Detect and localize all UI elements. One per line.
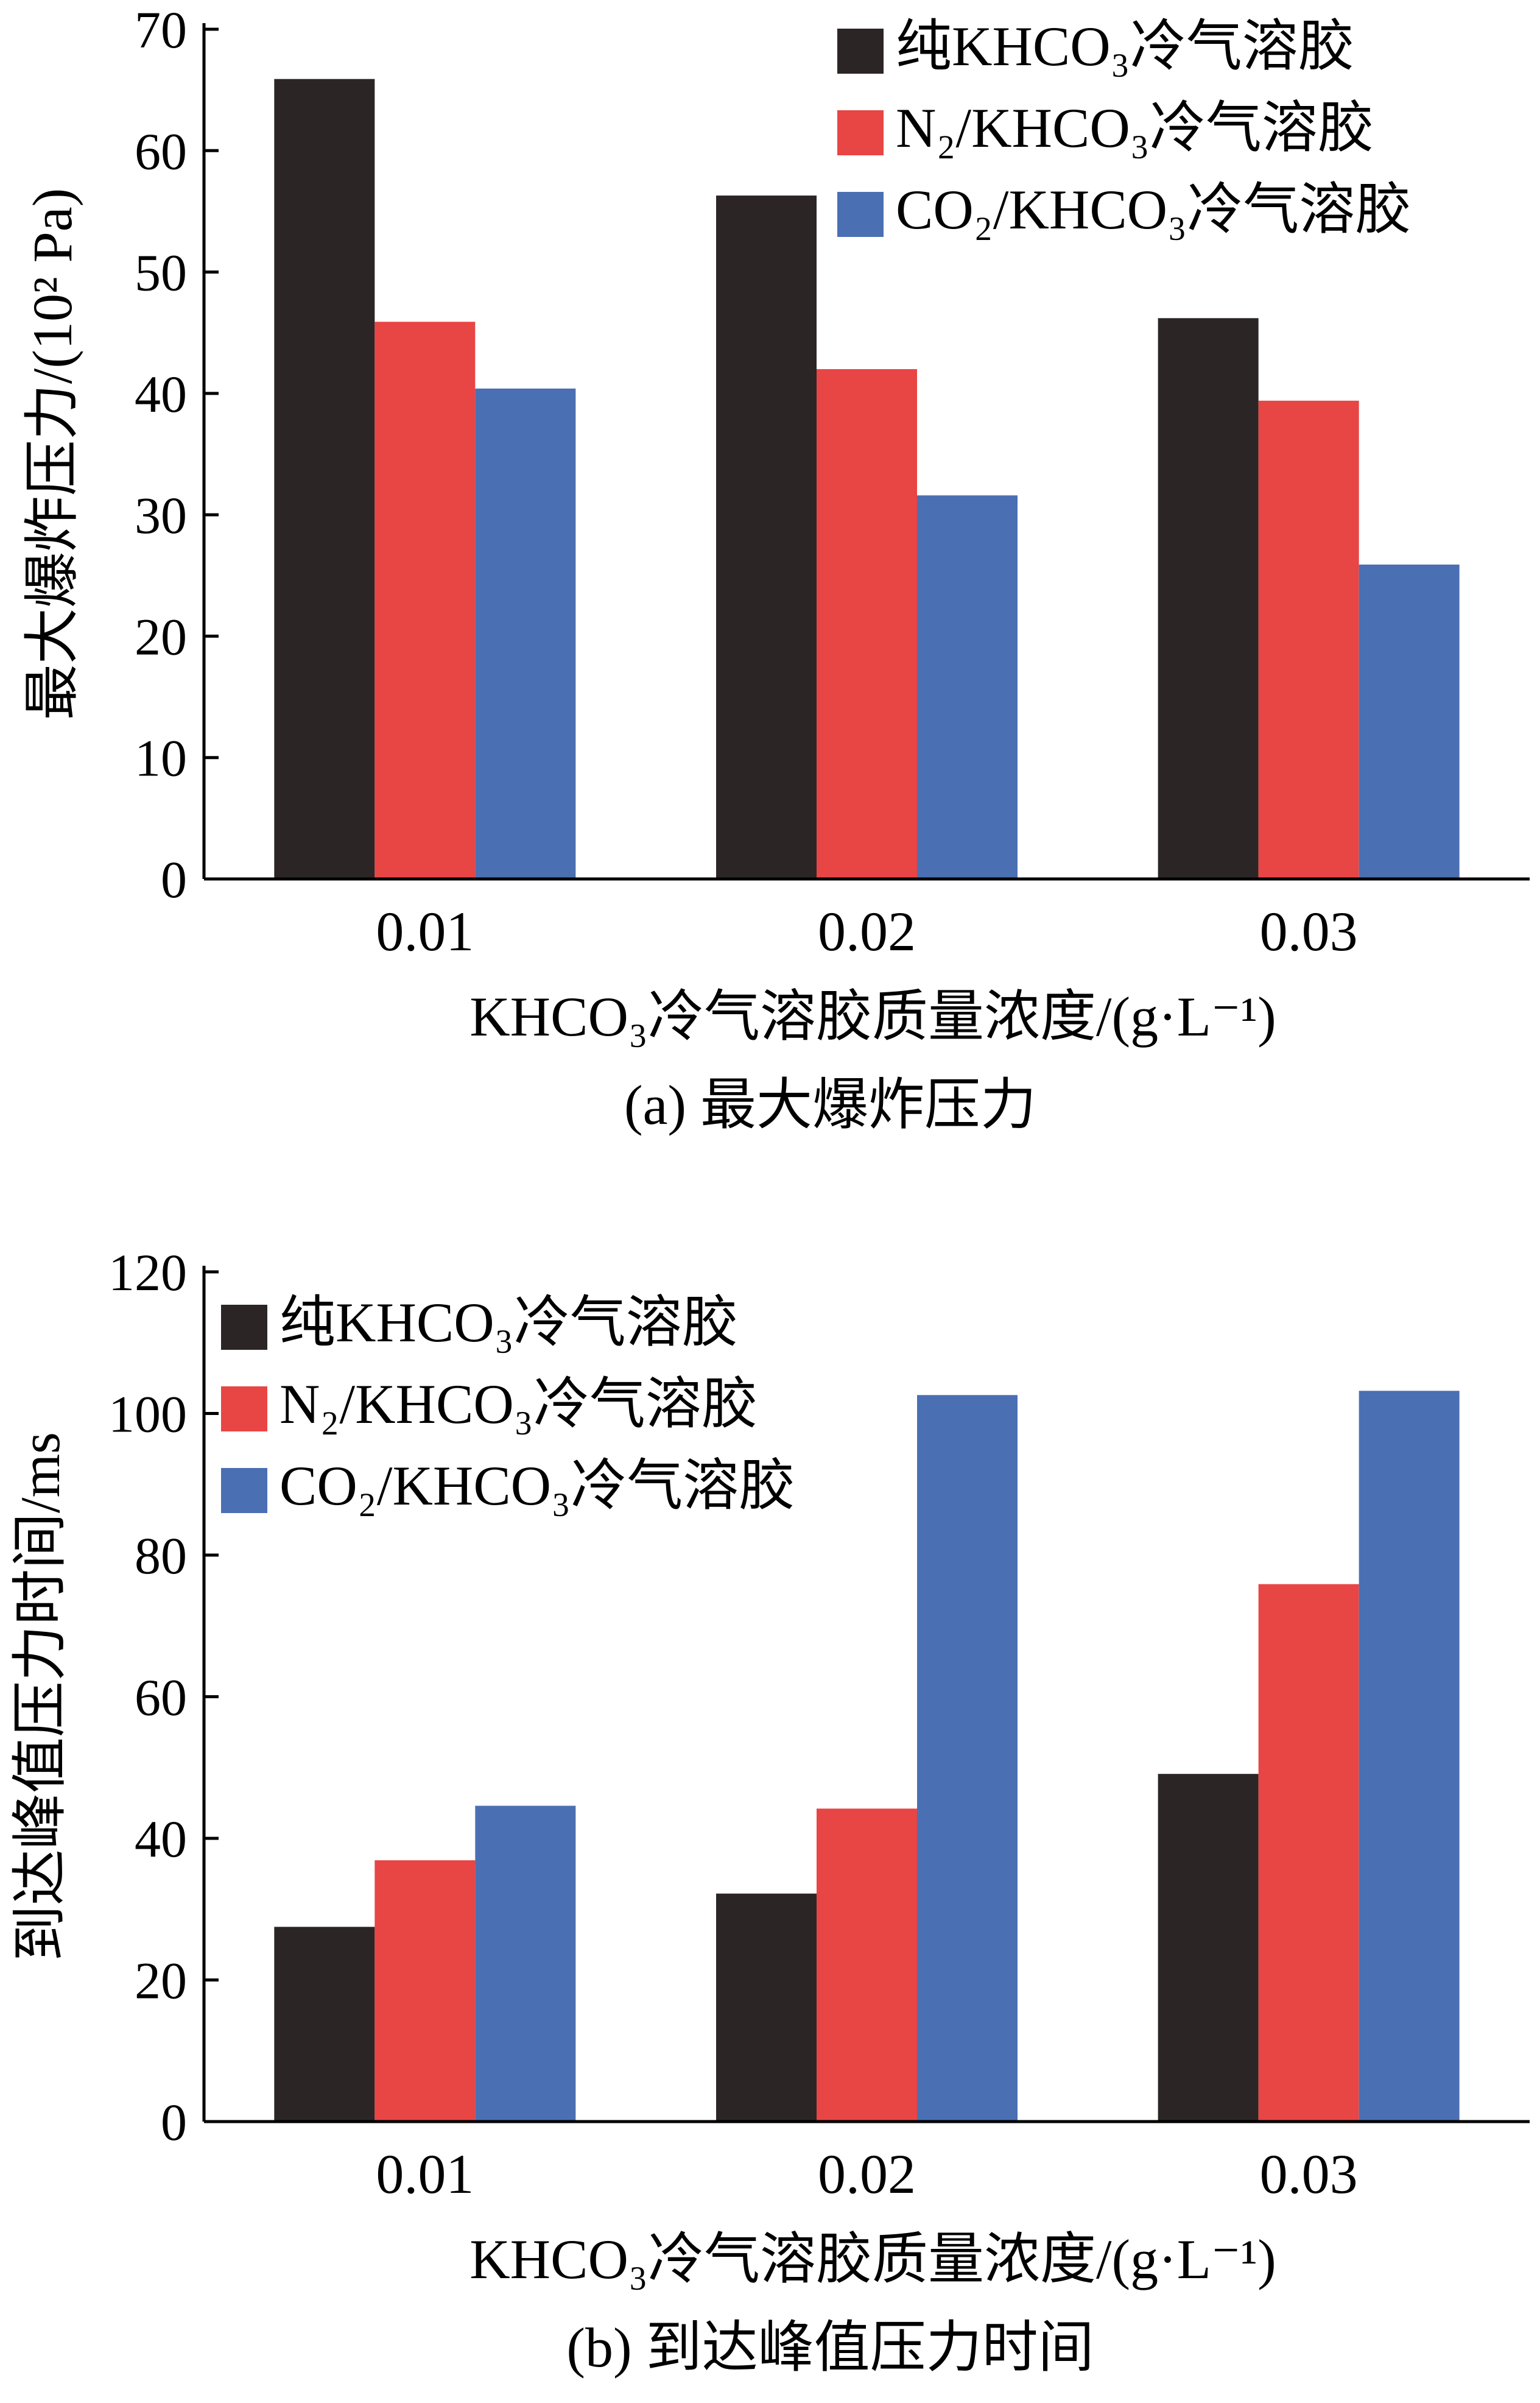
y-tick-label: 0 bbox=[161, 2093, 187, 2151]
bar-b-s1-c1 bbox=[817, 1808, 917, 2122]
chart-a-max-explosion-pressure: 0 10 20 30 40 50 60 70 0.01 0.02 0.03 KHCO₃冷气溶胶质量浓度… bbox=[21, 1, 1530, 1136]
y-tick-label: 60 bbox=[135, 1668, 187, 1727]
bar-b-s0-c2 bbox=[1158, 1774, 1259, 2122]
bar-a-s0-c2 bbox=[1158, 318, 1259, 879]
x-tick-label: 0.02 bbox=[818, 2143, 916, 2205]
y-tick-label: 70 bbox=[135, 1, 187, 59]
bar-a-s1-c1 bbox=[817, 369, 917, 879]
y-tick-label: 100 bbox=[108, 1385, 187, 1444]
y-tick-label: 50 bbox=[135, 244, 187, 302]
legend-swatch bbox=[221, 1305, 267, 1350]
bar-a-s0-c1 bbox=[716, 196, 817, 879]
legend-label: 纯KHCO₃冷气溶胶 bbox=[896, 15, 1354, 77]
bar-b-s2-c0 bbox=[475, 1805, 576, 2122]
legend-label: N₂/KHCO₃冷气溶胶 bbox=[896, 97, 1374, 159]
x-tick-label: 0.02 bbox=[818, 900, 916, 962]
y-tick-label: 80 bbox=[135, 1526, 187, 1585]
bar-b-s2-c1 bbox=[917, 1395, 1018, 2122]
chart-caption: (a) 最大爆炸压力 bbox=[624, 1074, 1036, 1136]
y-tick-label: 40 bbox=[135, 1810, 187, 1868]
legend-label: CO₂/KHCO₃冷气溶胶 bbox=[280, 1455, 795, 1517]
bar-a-s2-c2 bbox=[1359, 564, 1460, 879]
y-tick-label: 120 bbox=[108, 1243, 187, 1302]
legend-swatch bbox=[837, 110, 884, 155]
bar-a-s2-c0 bbox=[475, 388, 576, 879]
y-tick-label: 20 bbox=[135, 607, 187, 666]
y-axis-label: 最大爆炸压力/(10² Pa) bbox=[21, 188, 83, 720]
legend-label: CO₂/KHCO₃冷气溶胶 bbox=[896, 178, 1411, 241]
legend-swatch bbox=[837, 192, 884, 237]
x-tick-label: 0.03 bbox=[1260, 2143, 1358, 2205]
bar-a-s1-c0 bbox=[374, 322, 476, 879]
y-tick-label: 0 bbox=[161, 850, 187, 909]
bar-a-s0-c0 bbox=[274, 79, 375, 879]
y-tick-label: 60 bbox=[135, 122, 187, 180]
bar-b-s2-c2 bbox=[1359, 1391, 1460, 2122]
x-axis-label: KHCO₃冷气溶胶质量浓度/(g·L⁻¹) bbox=[469, 2228, 1276, 2290]
x-tick-label: 0.01 bbox=[376, 2143, 474, 2205]
y-tick-label: 30 bbox=[135, 486, 187, 545]
legend-swatch bbox=[837, 29, 884, 74]
y-axis-label: 到达峰值压力时间/ms bbox=[9, 1432, 71, 1961]
bar-b-s1-c2 bbox=[1258, 1584, 1359, 2122]
y-tick-label: 40 bbox=[135, 365, 187, 423]
bar-a-s1-c2 bbox=[1258, 400, 1359, 879]
legend-swatch bbox=[221, 1468, 267, 1513]
bar-b-s1-c0 bbox=[374, 1860, 476, 2122]
legend-label: 纯KHCO₃冷气溶胶 bbox=[280, 1291, 738, 1353]
bar-a-s2-c1 bbox=[917, 495, 1018, 879]
bar-b-s0-c1 bbox=[716, 1893, 817, 2122]
legend-label: N₂/KHCO₃冷气溶胶 bbox=[280, 1373, 758, 1435]
x-tick-label: 0.03 bbox=[1260, 900, 1358, 962]
legend-swatch bbox=[221, 1386, 267, 1431]
chart-b-time-to-peak-pressure: 0 20 40 60 80 100 120 0.01 0.02 0.03 KHCO₃冷气溶胶质量浓度… bbox=[9, 1243, 1530, 2379]
chart-caption: (b) 到达峰值压力时间 bbox=[566, 2317, 1094, 2379]
x-axis-label: KHCO₃冷气溶胶质量浓度/(g·L⁻¹) bbox=[469, 986, 1276, 1048]
y-tick-label: 10 bbox=[135, 729, 187, 788]
y-tick-label: 20 bbox=[135, 1952, 187, 2010]
bar-b-s0-c0 bbox=[274, 1927, 375, 2122]
x-tick-label: 0.01 bbox=[376, 900, 474, 962]
